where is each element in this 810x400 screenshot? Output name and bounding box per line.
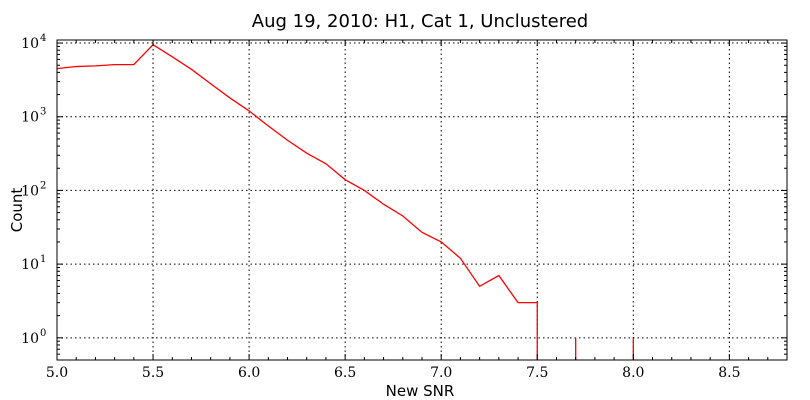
x-tick-label: 5.0 [46, 365, 68, 381]
chart-title: Aug 19, 2010: H1, Cat 1, Unclustered [252, 11, 588, 32]
y-tick-label: 10 [21, 110, 39, 126]
x-tick-label: 7.5 [526, 365, 548, 381]
y-tick-exponent: 0 [40, 328, 46, 339]
y-tick-exponent: 4 [40, 33, 46, 44]
y-tick-label: 10 [21, 36, 39, 52]
series-line [56, 43, 538, 360]
x-tick-label: 7.0 [430, 365, 452, 381]
x-tick-label: 5.5 [142, 365, 164, 381]
grid [56, 40, 787, 360]
x-tick-label: 6.5 [334, 365, 356, 381]
y-tick-exponent: 1 [40, 254, 46, 265]
x-axis-label: New SNR [386, 382, 455, 400]
x-tick-label: 8.5 [718, 365, 740, 381]
y-tick-exponent: 3 [40, 107, 46, 118]
y-axis-label: Count [8, 188, 26, 233]
y-tick-exponent: 2 [40, 180, 46, 191]
x-tick-label: 6.0 [238, 365, 260, 381]
y-tick-label: 10 [21, 257, 39, 273]
y-tick-label: 10 [21, 331, 39, 347]
x-tick-label: 8.0 [622, 365, 644, 381]
plot-frame [56, 39, 788, 361]
y-tick-label: 10 [21, 183, 39, 199]
